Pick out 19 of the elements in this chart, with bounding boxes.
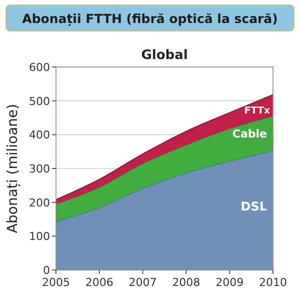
chart-subtitle: Global bbox=[141, 48, 188, 63]
series-label: Cable bbox=[232, 127, 267, 140]
y-tick-label: 500 bbox=[29, 94, 50, 108]
y-tick-label: 300 bbox=[29, 162, 50, 176]
chart-title: Abonații FTTH (fibră optică la scară) bbox=[22, 11, 278, 26]
series-label: DSL bbox=[240, 199, 268, 214]
y-tick-label: 600 bbox=[29, 61, 50, 74]
x-tick-label: 2007 bbox=[128, 276, 157, 289]
y-tick-label: 200 bbox=[29, 196, 50, 210]
y-tick-label: 400 bbox=[29, 128, 50, 142]
y-tick-label: 0 bbox=[43, 264, 50, 277]
x-tick-label: 2010 bbox=[259, 276, 287, 289]
y-tick-label: 100 bbox=[29, 230, 50, 244]
x-tick-label: 2005 bbox=[42, 276, 70, 289]
x-tick-label: 2009 bbox=[216, 276, 244, 289]
x-tick-label: 2008 bbox=[172, 276, 200, 289]
x-tick-label: 2006 bbox=[85, 276, 114, 289]
series-label: FTTx bbox=[244, 106, 270, 116]
y-axis-title: Abonați (milioane) bbox=[5, 104, 21, 234]
